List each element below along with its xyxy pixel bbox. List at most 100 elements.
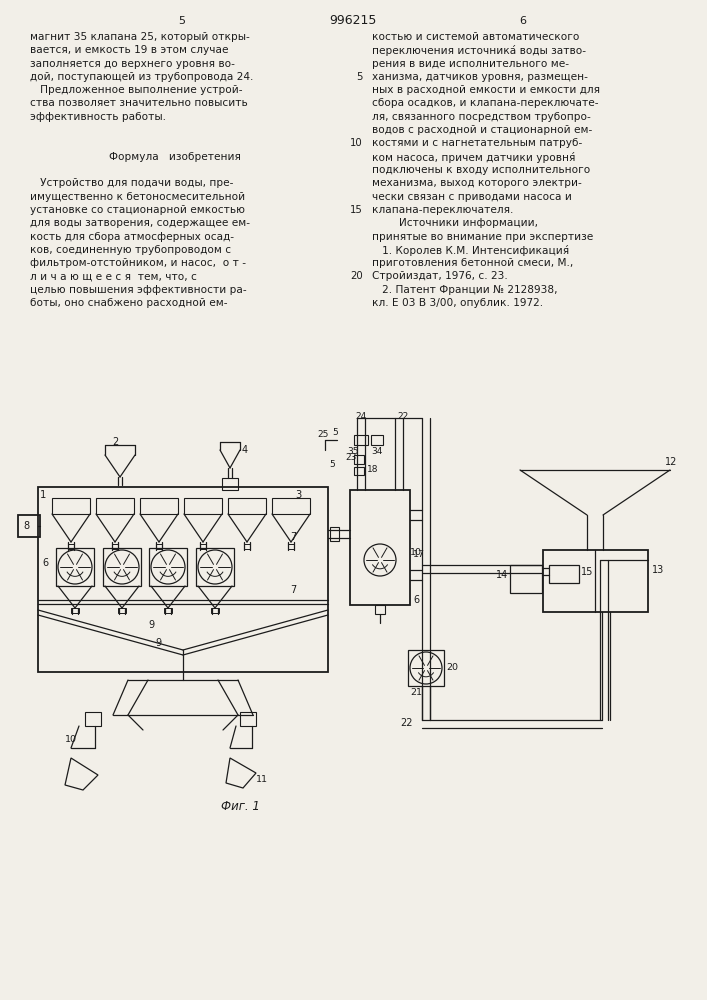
Bar	[288, 544, 294, 549]
Text: 7: 7	[290, 585, 296, 595]
Text: 1: 1	[40, 490, 47, 500]
Text: 22: 22	[400, 718, 412, 728]
Text: имущественно к бетоносмесительной: имущественно к бетоносмесительной	[30, 192, 245, 202]
Text: 24: 24	[355, 412, 366, 421]
Text: 11: 11	[256, 775, 268, 784]
Text: магнит 35 клапана 25, который откры-: магнит 35 клапана 25, который откры-	[30, 32, 250, 42]
Text: Фиг. 1: Фиг. 1	[221, 800, 259, 813]
Text: ков, соединенную трубопроводом с: ков, соединенную трубопроводом с	[30, 245, 231, 255]
Text: 7: 7	[290, 532, 296, 542]
Text: переключения источника́ воды затво-: переключения источника́ воды затво-	[372, 45, 586, 56]
Bar	[228, 498, 266, 514]
Text: 12: 12	[665, 457, 677, 467]
Text: рения в виде исполнительного ме-: рения в виде исполнительного ме-	[372, 59, 569, 69]
Text: кость для сбора атмосферных осад-: кость для сбора атмосферных осад-	[30, 232, 234, 241]
Text: костью и системой автоматического: костью и системой автоматического	[372, 32, 579, 42]
Bar	[330, 527, 339, 541]
Text: 9: 9	[148, 620, 154, 630]
Bar	[68, 544, 74, 549]
Bar	[408, 650, 444, 686]
Text: водов с расходной и стационарной ем-: водов с расходной и стационарной ем-	[372, 125, 592, 135]
Bar	[354, 467, 364, 475]
Text: костями и с нагнетательным патруб-: костями и с нагнетательным патруб-	[372, 138, 583, 148]
Text: 8: 8	[23, 521, 29, 531]
Text: ства позволяет значительно повысить: ства позволяет значительно повысить	[30, 99, 247, 108]
Text: дой, поступающей из трубопровода 24.: дой, поступающей из трубопровода 24.	[30, 72, 253, 82]
Text: механизма, выход которого электри-: механизма, выход которого электри-	[372, 178, 582, 188]
Text: 3: 3	[295, 490, 301, 500]
Bar	[96, 498, 134, 514]
Bar	[200, 544, 206, 549]
Bar	[350, 490, 410, 605]
Text: 21: 21	[410, 688, 422, 697]
Text: 5: 5	[332, 428, 338, 437]
Text: 18: 18	[367, 465, 378, 474]
Text: 6: 6	[520, 16, 527, 26]
Text: 9: 9	[155, 638, 161, 648]
Bar	[103, 548, 141, 586]
Text: 15: 15	[581, 567, 593, 577]
Text: 5: 5	[329, 460, 334, 469]
Bar	[196, 548, 234, 586]
Bar	[543, 550, 648, 612]
Text: ля, связанного посредством трубопро-: ля, связанного посредством трубопро-	[372, 112, 591, 122]
Text: Формула   изобретения: Формула изобретения	[109, 152, 241, 162]
Text: для воды затворения, содержащее ем-: для воды затворения, содержащее ем-	[30, 218, 250, 228]
Text: 1. Королев К.М. Интенсификация́: 1. Королев К.М. Интенсификация́	[372, 245, 569, 256]
Text: 6: 6	[42, 558, 48, 568]
Text: 22: 22	[397, 412, 408, 421]
Text: клапана-переключателя.: клапана-переключателя.	[372, 205, 513, 215]
Bar	[140, 498, 178, 514]
Text: 35: 35	[347, 447, 358, 456]
Bar	[71, 608, 79, 613]
Text: 10: 10	[350, 138, 363, 148]
Text: подключены к входу исполнительного: подключены к входу исполнительного	[372, 165, 590, 175]
Bar	[549, 565, 579, 583]
Text: 15: 15	[350, 205, 363, 215]
Text: ханизма, датчиков уровня, размещен-: ханизма, датчиков уровня, размещен-	[372, 72, 588, 82]
Text: боты, оно снабжено расходной ем-: боты, оно снабжено расходной ем-	[30, 298, 228, 308]
Text: фильтром-отстойником, и насос,  о т -: фильтром-отстойником, и насос, о т -	[30, 258, 246, 268]
Bar	[118, 608, 126, 613]
Text: 34: 34	[371, 447, 382, 456]
Bar	[85, 712, 101, 726]
Bar	[510, 565, 542, 593]
Bar	[164, 608, 172, 613]
Text: 25: 25	[317, 430, 328, 439]
Text: целью повышения эффективности ра-: целью повышения эффективности ра-	[30, 285, 247, 295]
Bar	[371, 435, 383, 445]
Text: Источники информации,: Источники информации,	[372, 218, 538, 228]
Text: 23: 23	[345, 453, 356, 462]
Text: 996215: 996215	[329, 14, 377, 27]
Text: установке со стационарной емкостью: установке со стационарной емкостью	[30, 205, 245, 215]
Bar	[52, 498, 90, 514]
Text: Устройство для подачи воды, пре-: Устройство для подачи воды, пре-	[30, 178, 233, 188]
Text: 4: 4	[242, 445, 248, 455]
Bar	[38, 487, 328, 672]
Text: Стройиздат, 1976, с. 23.: Стройиздат, 1976, с. 23.	[372, 271, 508, 281]
Bar	[56, 548, 94, 586]
Text: 20: 20	[350, 271, 363, 281]
Bar	[222, 478, 238, 490]
Text: чески связан с приводами насоса и: чески связан с приводами насоса и	[372, 192, 572, 202]
Bar	[211, 608, 219, 613]
Text: сбора осадков, и клапана-переключате-: сбора осадков, и клапана-переключате-	[372, 99, 599, 108]
Text: Предложенное выполнение устрой-: Предложенное выполнение устрой-	[30, 85, 243, 95]
Text: вается, и емкость 19 в этом случае: вается, и емкость 19 в этом случае	[30, 45, 228, 55]
Bar	[354, 455, 364, 464]
Text: ных в расходной емкости и емкости для: ных в расходной емкости и емкости для	[372, 85, 600, 95]
Bar	[18, 515, 40, 537]
Text: 20: 20	[446, 663, 458, 672]
Bar	[112, 544, 118, 549]
Text: 2. Патент Франции № 2128938,: 2. Патент Франции № 2128938,	[372, 285, 558, 295]
Bar	[244, 544, 250, 549]
Bar	[149, 548, 187, 586]
Text: ком насоса, причем датчики уровня́: ком насоса, причем датчики уровня́	[372, 152, 575, 163]
Text: эффективность работы.: эффективность работы.	[30, 112, 166, 122]
Bar	[240, 712, 256, 726]
Text: 5: 5	[178, 16, 185, 26]
Text: принятые во внимание при экспертизе: принятые во внимание при экспертизе	[372, 232, 593, 241]
Bar	[375, 605, 385, 614]
Text: приготовления бетонной смеси, М.,: приготовления бетонной смеси, М.,	[372, 258, 573, 268]
Text: заполняется до верхнего уровня во-: заполняется до верхнего уровня во-	[30, 59, 235, 69]
